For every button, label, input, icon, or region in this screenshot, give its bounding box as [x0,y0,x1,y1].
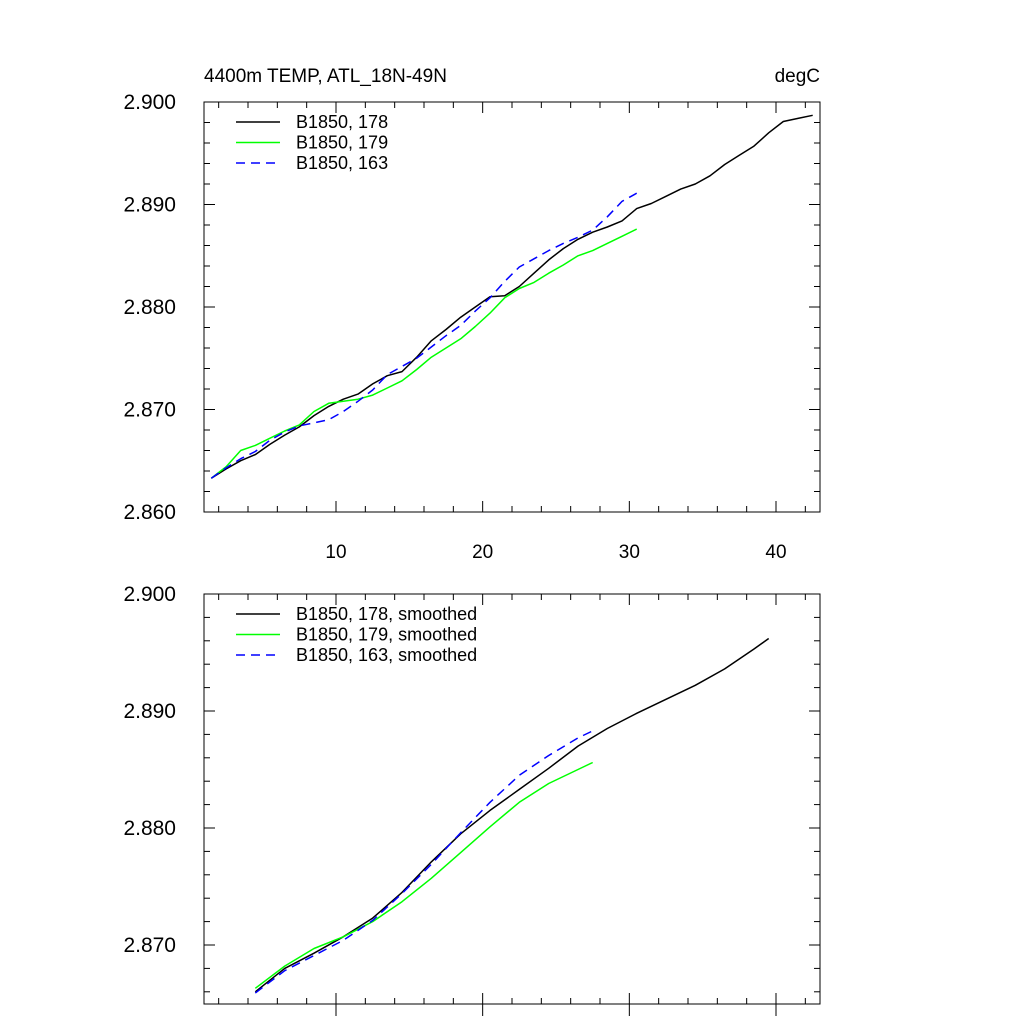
axis-ticks: 2.870 2.880 2.890 2.900 [123,583,820,1016]
axis-ticks: 10 20 30 40 2.860 2.870 2.880 2.890 2.900 [123,91,820,563]
x-tick-label: 40 [765,542,786,563]
y-tick-label: 2.870 [123,934,176,957]
bottom-panel: 2.870 2.880 2.890 2.900 B1850, 178, smoothe… [123,583,821,1016]
panel-units: degC [775,66,820,87]
y-tick-label: 2.880 [123,296,176,319]
y-tick-label: 2.860 [123,501,176,524]
legend-label: B1850, 179, smoothed [296,625,477,645]
legend-label: B1850, 178 [296,112,388,132]
legend-label: B1850, 163, smoothed [296,645,477,665]
series-line-2 [254,761,594,989]
y-tick-label: 2.890 [123,700,176,723]
x-tick-label: 20 [472,542,493,563]
series-line-3 [254,730,594,994]
y-tick-label: 2.880 [123,817,176,840]
x-tick-label: 30 [619,542,640,563]
top-panel: 4400m TEMP, ATL_18N-49N degC 10 20 30 40 2.8… [123,66,821,563]
y-tick-label: 2.900 [123,583,176,606]
series-line-1 [210,114,813,479]
plot-lines [254,637,770,994]
x-tick-label: 10 [325,542,346,563]
series-line-2 [210,228,638,479]
legend-label: B1850, 178, smoothed [296,604,477,624]
y-tick-label: 2.870 [123,399,176,422]
legend-label: B1850, 163 [296,153,388,173]
y-tick-label: 2.900 [123,91,176,114]
plot-frame [203,101,821,513]
legend-label: B1850, 179 [296,133,388,153]
plot-frame [203,593,821,1005]
y-tick-label: 2.890 [123,194,176,217]
plot-lines [210,114,813,479]
panel-title: 4400m TEMP, ATL_18N-49N [204,66,447,87]
